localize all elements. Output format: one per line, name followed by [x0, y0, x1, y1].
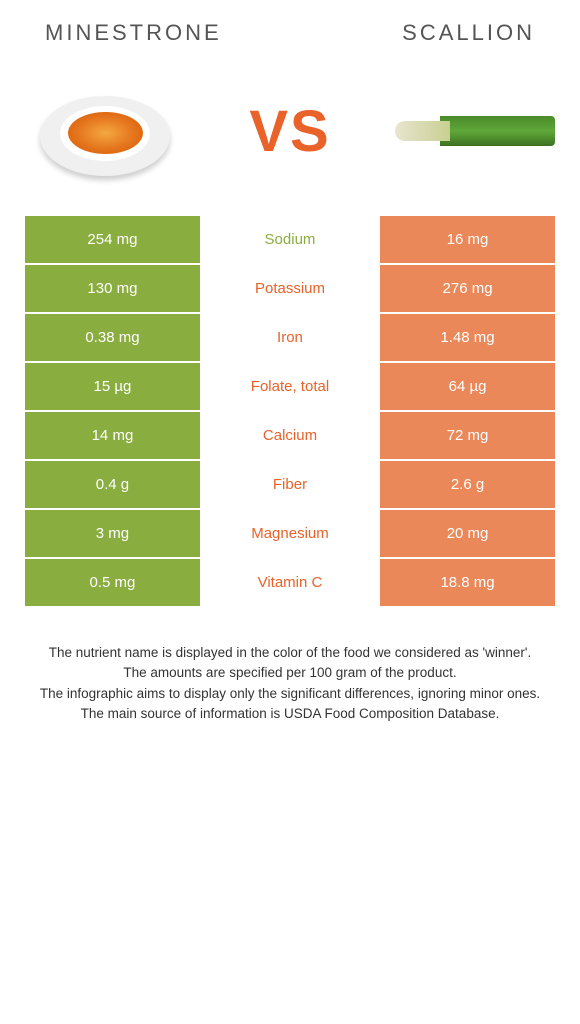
right-value: 16 mg: [380, 216, 555, 265]
left-value: 0.4 g: [25, 461, 200, 510]
right-value: 72 mg: [380, 412, 555, 461]
nutrient-label: Fiber: [200, 461, 380, 510]
left-value: 3 mg: [25, 510, 200, 559]
right-value: 20 mg: [380, 510, 555, 559]
footer-line: The nutrient name is displayed in the co…: [30, 643, 550, 663]
footer-line: The infographic aims to display only the…: [30, 684, 550, 704]
footer-line: The amounts are specified per 100 gram o…: [30, 663, 550, 683]
left-value: 130 mg: [25, 265, 200, 314]
nutrient-label: Potassium: [200, 265, 380, 314]
scallion-image: [395, 76, 555, 186]
table-row: 0.4 gFiber2.6 g: [25, 461, 555, 510]
nutrient-label: Calcium: [200, 412, 380, 461]
left-value: 0.5 mg: [25, 559, 200, 608]
nutrient-label: Vitamin C: [200, 559, 380, 608]
vs-label: VS: [249, 98, 330, 165]
table-row: 15 µgFolate, total64 µg: [25, 363, 555, 412]
left-food-title: MINESTRONE: [45, 20, 222, 46]
right-food-title: SCALLION: [402, 20, 535, 46]
right-value: 1.48 mg: [380, 314, 555, 363]
table-row: 0.38 mgIron1.48 mg: [25, 314, 555, 363]
right-value: 18.8 mg: [380, 559, 555, 608]
table-row: 0.5 mgVitamin C18.8 mg: [25, 559, 555, 608]
right-value: 2.6 g: [380, 461, 555, 510]
table-row: 254 mgSodium16 mg: [25, 216, 555, 265]
table-row: 14 mgCalcium72 mg: [25, 412, 555, 461]
nutrient-table: 254 mgSodium16 mg130 mgPotassium276 mg0.…: [25, 216, 555, 608]
nutrient-label: Magnesium: [200, 510, 380, 559]
nutrient-label: Sodium: [200, 216, 380, 265]
nutrient-label: Folate, total: [200, 363, 380, 412]
vs-row: VS: [25, 66, 555, 216]
left-value: 0.38 mg: [25, 314, 200, 363]
header: MINESTRONE SCALLION: [25, 20, 555, 66]
left-value: 14 mg: [25, 412, 200, 461]
left-value: 254 mg: [25, 216, 200, 265]
minestrone-image: [25, 76, 185, 186]
footer-notes: The nutrient name is displayed in the co…: [25, 643, 555, 724]
right-value: 64 µg: [380, 363, 555, 412]
table-row: 3 mgMagnesium20 mg: [25, 510, 555, 559]
right-value: 276 mg: [380, 265, 555, 314]
nutrient-label: Iron: [200, 314, 380, 363]
footer-line: The main source of information is USDA F…: [30, 704, 550, 724]
left-value: 15 µg: [25, 363, 200, 412]
table-row: 130 mgPotassium276 mg: [25, 265, 555, 314]
